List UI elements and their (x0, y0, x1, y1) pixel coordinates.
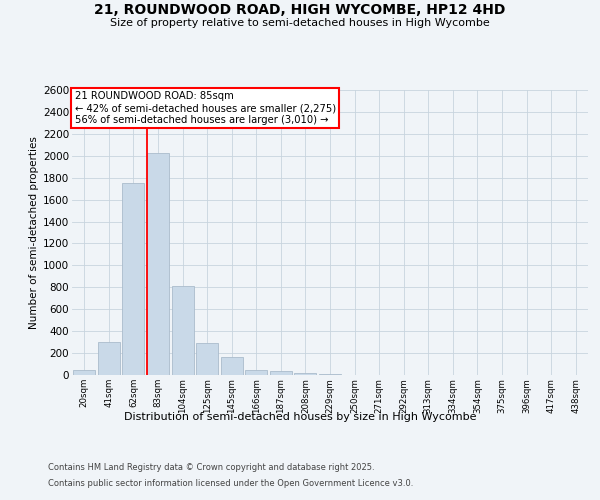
Bar (98, 342, 120, 375)
Bar (319, 374, 341, 375)
Bar (221, 358, 243, 375)
Bar (295, 373, 316, 375)
Text: 21 ROUNDWOOD ROAD: 85sqm
← 42% of semi-detached houses are smaller (2,275)
56% o: 21 ROUNDWOOD ROAD: 85sqm ← 42% of semi-d… (74, 92, 336, 124)
Bar (270, 371, 292, 375)
Text: 21, ROUNDWOOD ROAD, HIGH WYCOMBE, HP12 4HD: 21, ROUNDWOOD ROAD, HIGH WYCOMBE, HP12 4… (94, 2, 506, 16)
Y-axis label: Number of semi-detached properties: Number of semi-detached properties (29, 136, 39, 329)
Bar (245, 370, 268, 375)
Bar (147, 153, 169, 375)
Text: Contains HM Land Registry data © Crown copyright and database right 2025.: Contains HM Land Registry data © Crown c… (48, 464, 374, 472)
Text: Distribution of semi-detached houses by size in High Wycombe: Distribution of semi-detached houses by … (124, 412, 476, 422)
Text: Contains public sector information licensed under the Open Government Licence v3: Contains public sector information licen… (48, 478, 413, 488)
Bar (196, 343, 218, 375)
Bar (73, 370, 95, 375)
Bar (122, 183, 145, 375)
Bar (172, 286, 194, 375)
Text: Size of property relative to semi-detached houses in High Wycombe: Size of property relative to semi-detach… (110, 18, 490, 28)
